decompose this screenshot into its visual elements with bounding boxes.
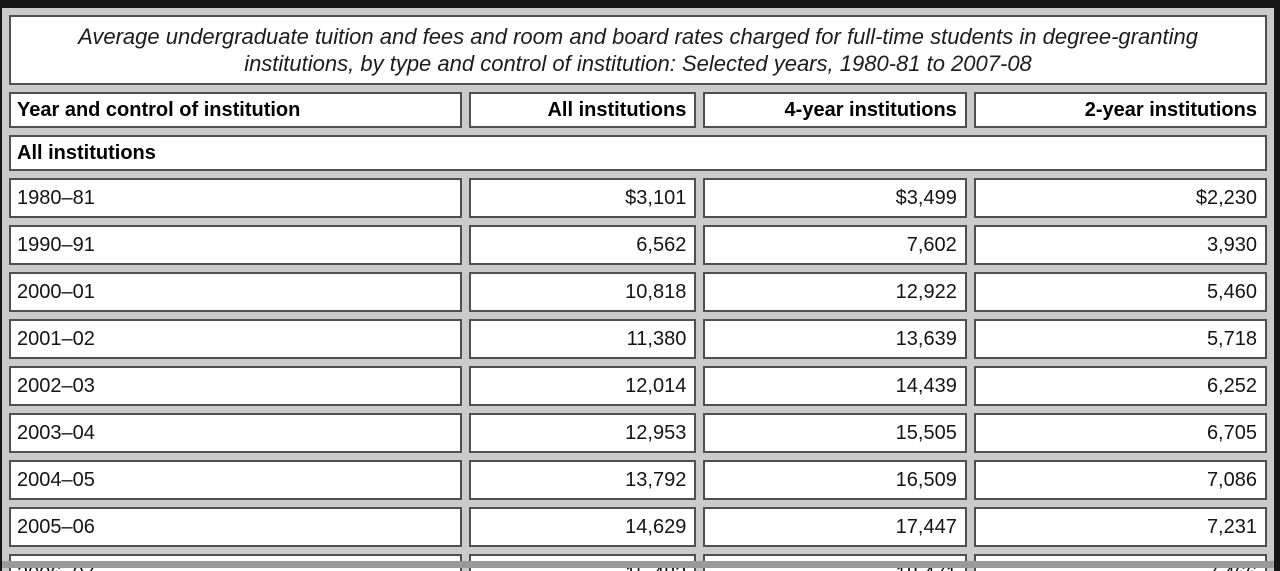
year-cell: 1980–81 [9,178,462,218]
year-cell: 2001–02 [9,319,462,359]
table-title: Average undergraduate tuition and fees a… [9,15,1267,85]
column-header-4-year-institutions: 4-year institutions [703,92,967,128]
section-row: All institutions [9,135,1267,171]
year-cell: 2002–03 [9,366,462,406]
column-header-2-year-institutions: 2-year institutions [973,92,1267,128]
table-row: 1980–81 $3,101 $3,499 $2,230 [9,178,1267,218]
all-institutions-value-cell: $3,101 [468,178,697,218]
tuition-table: Average undergraduate tuition and fees a… [2,8,1274,571]
four-year-value-cell: 15,505 [703,413,967,453]
four-year-value-cell: 12,922 [703,272,967,312]
column-header-year-and-control: Year and control of institution [9,92,462,128]
two-year-value-cell: $2,230 [973,178,1267,218]
table-body: 1980–81 $3,101 $3,499 $2,230 1990–91 6,562 7,6… [9,178,1267,571]
all-institutions-value-cell: 13,792 [468,460,697,500]
all-institutions-value-cell: 14,629 [468,507,697,547]
all-institutions-value-cell: 12,953 [468,413,697,453]
table-head: Average undergraduate tuition and fees a… [9,15,1267,171]
two-year-value-cell: 3,930 [973,225,1267,265]
table-row: 2000–01 10,818 12,922 5,460 [9,272,1267,312]
table-row: 2001–02 11,380 13,639 5,718 [9,319,1267,359]
two-year-value-cell: 5,718 [973,319,1267,359]
table-row: 2005–06 14,629 17,447 7,231 [9,507,1267,547]
column-header-all-institutions: All institutions [468,92,697,128]
two-year-value-cell: 7,231 [973,507,1267,547]
table-row: 2002–03 12,014 14,439 6,252 [9,366,1267,406]
all-institutions-value-cell: 6,562 [468,225,697,265]
two-year-value-cell: 6,252 [973,366,1267,406]
four-year-value-cell: $3,499 [703,178,967,218]
year-cell: 2000–01 [9,272,462,312]
section-divider-strip [2,561,1274,568]
two-year-value-cell: 6,705 [973,413,1267,453]
two-year-value-cell: 5,460 [973,272,1267,312]
four-year-value-cell: 7,602 [703,225,967,265]
table-row: 2004–05 13,792 16,509 7,086 [9,460,1267,500]
four-year-value-cell: 14,439 [703,366,967,406]
year-cell: 2004–05 [9,460,462,500]
year-cell: 1990–91 [9,225,462,265]
all-institutions-value-cell: 10,818 [468,272,697,312]
year-cell: 2003–04 [9,413,462,453]
all-institutions-value-cell: 12,014 [468,366,697,406]
four-year-value-cell: 16,509 [703,460,967,500]
year-cell: 2005–06 [9,507,462,547]
table-row: 2003–04 12,953 15,505 6,705 [9,413,1267,453]
title-row: Average undergraduate tuition and fees a… [9,15,1267,85]
section-header-all-institutions: All institutions [9,135,1267,171]
table-row: 1990–91 6,562 7,602 3,930 [9,225,1267,265]
four-year-value-cell: 13,639 [703,319,967,359]
two-year-value-cell: 7,086 [973,460,1267,500]
four-year-value-cell: 17,447 [703,507,967,547]
all-institutions-value-cell: 11,380 [468,319,697,359]
column-header-row: Year and control of institution All inst… [9,92,1267,128]
